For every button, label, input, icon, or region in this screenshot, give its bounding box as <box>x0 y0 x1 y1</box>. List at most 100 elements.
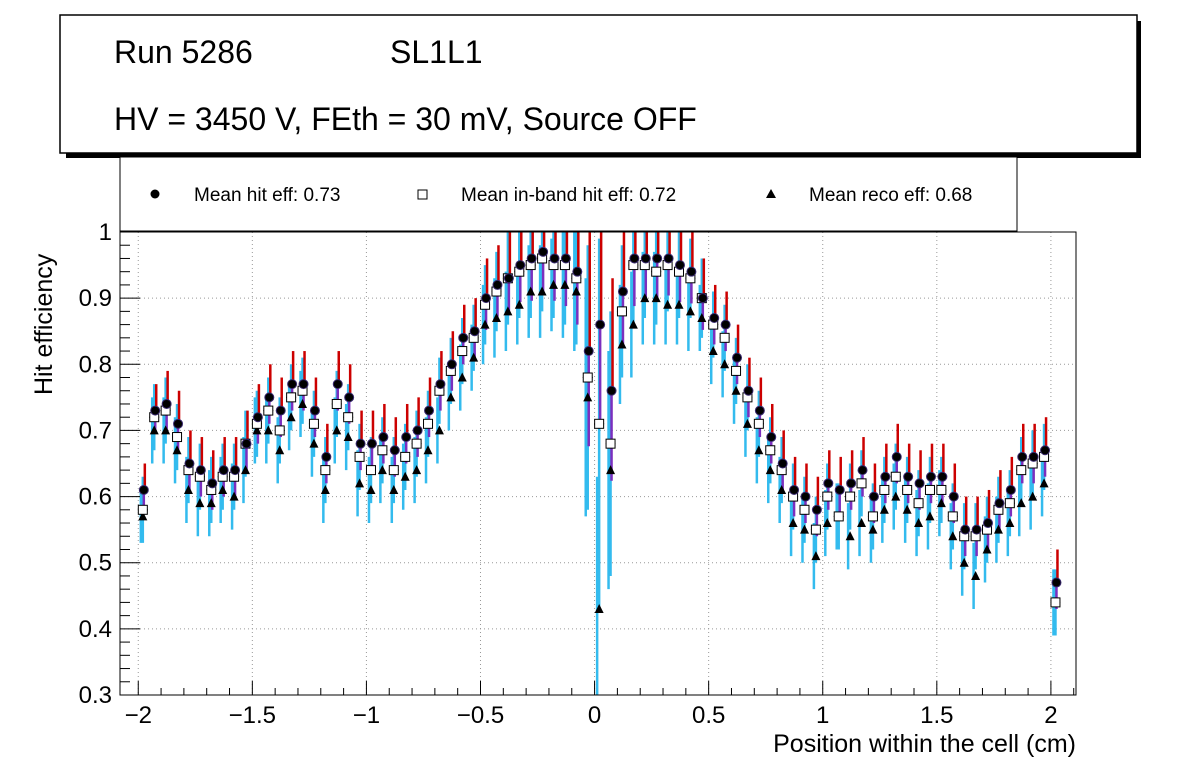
hit-point <box>344 392 355 403</box>
hit-point <box>252 412 263 423</box>
inband-point <box>890 471 901 482</box>
hit-point <box>355 438 366 449</box>
inband-point <box>936 484 947 495</box>
reco-point <box>195 498 205 508</box>
reco-point <box>491 312 501 322</box>
legend: Mean hit eff: 0.73 Mean in-band hit eff:… <box>119 156 1018 232</box>
inband-point <box>731 365 742 376</box>
hit-point <box>173 418 184 429</box>
hit-point <box>777 458 788 469</box>
reco-point <box>822 518 832 528</box>
reco-point <box>708 346 718 356</box>
reco-point <box>263 425 273 435</box>
inband-point <box>1004 498 1015 509</box>
reco-point <box>355 478 365 488</box>
reco-point <box>275 445 285 455</box>
y-tick-label: 0.3 <box>79 682 112 709</box>
reco-point <box>320 484 330 494</box>
inband-point <box>822 491 833 502</box>
inband-point <box>616 306 627 317</box>
reco-point <box>891 491 901 501</box>
hit-point <box>811 504 822 515</box>
reco-point <box>138 511 148 521</box>
hit-point <box>595 319 606 330</box>
reco-point <box>560 279 570 289</box>
hit-point <box>492 279 503 290</box>
inband-point <box>308 418 319 429</box>
hit-point <box>891 451 902 462</box>
hit-point <box>264 392 275 403</box>
reco-point <box>571 286 581 296</box>
reco-point <box>183 484 193 494</box>
inband-point <box>605 438 616 449</box>
reco-point <box>902 504 912 514</box>
hit-point <box>617 286 628 297</box>
legend-hit-label: Mean hit eff: 0.73 <box>194 185 340 206</box>
reco-point <box>343 432 353 442</box>
inband-point <box>320 465 331 476</box>
hit-point <box>538 246 549 257</box>
inband-point <box>947 511 958 522</box>
reco-point <box>663 299 673 309</box>
inband-point <box>400 451 411 462</box>
hit-point <box>937 471 948 482</box>
hit-point <box>184 458 195 469</box>
reco-point <box>879 504 889 514</box>
reco-point <box>252 425 262 435</box>
hit-point <box>526 253 537 264</box>
y-tick-label: 0.4 <box>79 616 112 643</box>
reco-point <box>731 385 741 395</box>
reco-point <box>412 465 422 475</box>
hit-point <box>1051 577 1062 588</box>
y-tick-label: 0.6 <box>79 484 112 511</box>
inband-point <box>719 332 730 343</box>
reco-point <box>982 544 992 554</box>
inband-point <box>582 372 593 383</box>
reco-point <box>549 279 559 289</box>
reco-point <box>754 445 764 455</box>
hit-point <box>275 405 286 416</box>
reco-point <box>149 425 159 435</box>
hit-point <box>218 465 229 476</box>
hit-point <box>983 518 994 529</box>
reco-point <box>594 604 604 614</box>
hit-point <box>298 379 309 390</box>
hit-point <box>241 438 252 449</box>
reco-point <box>469 352 479 362</box>
hit-point <box>503 273 514 284</box>
hit-point <box>583 346 594 357</box>
reco-point <box>526 286 536 296</box>
inband-point <box>423 418 434 429</box>
reco-point <box>434 425 444 435</box>
reco-point <box>628 319 638 329</box>
layer-label: SL1L1 <box>390 34 483 70</box>
inband-point <box>365 465 376 476</box>
reco-point <box>742 418 752 428</box>
inband-point <box>845 491 856 502</box>
inband-point <box>799 504 810 515</box>
reco-point <box>400 471 410 481</box>
inband-point <box>331 398 342 409</box>
reco-point <box>366 484 376 494</box>
inband-point <box>343 412 354 423</box>
hit-point <box>332 379 343 390</box>
reco-point <box>229 491 239 501</box>
hit-point <box>207 478 218 489</box>
hit-point <box>287 379 298 390</box>
reco-point <box>925 511 935 521</box>
hit-point <box>823 478 834 489</box>
inband-point <box>377 445 388 456</box>
hit-point <box>857 465 868 476</box>
reco-point <box>1039 478 1049 488</box>
hit-point <box>994 498 1005 509</box>
legend-reco-label: Mean reco eff: 0.68 <box>809 185 972 206</box>
hit-point <box>720 319 731 330</box>
inband-point <box>1050 597 1061 608</box>
reco-point <box>799 524 809 534</box>
reco-point <box>332 425 342 435</box>
hit-point <box>697 293 708 304</box>
reco-point <box>993 524 1003 534</box>
hit-point <box>606 385 617 396</box>
reco-point <box>161 425 171 435</box>
